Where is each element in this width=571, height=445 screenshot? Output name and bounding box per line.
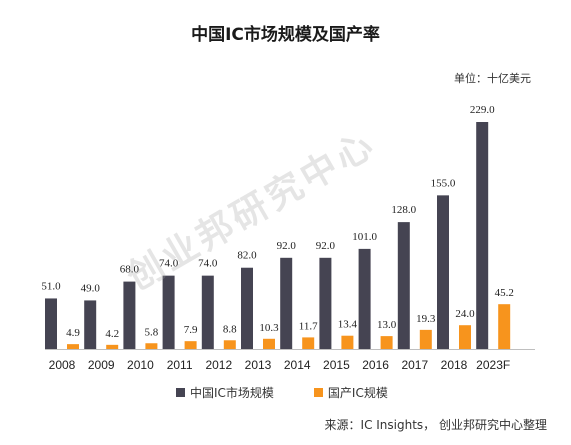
bar-market-2010	[123, 281, 136, 349]
bar-market-2008	[45, 298, 57, 349]
data-label-market-2012: 74.0	[198, 258, 218, 270]
x-tick-label-2016: 2016	[362, 358, 389, 372]
bar-domestic-2012	[223, 340, 236, 349]
data-label-domestic-2011: 7.9	[184, 324, 198, 336]
data-label-market-2009: 49.0	[81, 282, 101, 294]
data-label-market-2015: 92.0	[316, 240, 336, 252]
data-label-domestic-2009: 4.2	[105, 328, 119, 340]
data-label-domestic-2015: 13.4	[338, 319, 358, 331]
bar-market-2018	[437, 195, 449, 349]
legend-item-market: 中国IC市场规模	[176, 384, 274, 401]
bar-market-2023F	[476, 122, 489, 349]
legend-swatch-domestic	[313, 388, 323, 397]
bar-domestic-2014	[302, 337, 315, 349]
data-label-domestic-2013: 10.3	[259, 322, 279, 334]
x-tick-label-2008: 2008	[49, 358, 76, 372]
x-tick-label-2011: 2011	[167, 358, 193, 372]
bar-domestic-2017	[419, 329, 432, 349]
bar-market-2009	[84, 300, 97, 349]
bar-domestic-2009	[106, 344, 119, 349]
data-label-market-2014: 92.0	[277, 240, 297, 252]
bar-domestic-2008	[67, 344, 79, 349]
legend-item-domestic: 国产IC规模	[313, 384, 388, 401]
bar-domestic-2018	[459, 325, 471, 349]
data-label-domestic-2023F: 45.2	[495, 287, 514, 299]
data-label-domestic-2012: 8.8	[223, 323, 237, 335]
data-label-domestic-2016: 13.0	[377, 319, 397, 331]
data-label-domestic-2008: 4.9	[66, 327, 80, 339]
x-tick-label-2010: 2010	[127, 358, 154, 372]
data-label-domestic-2017: 19.3	[416, 313, 436, 325]
x-tick-label-2017: 2017	[401, 358, 428, 372]
bar-domestic-2015	[341, 335, 354, 349]
bar-domestic-2016	[380, 336, 393, 349]
data-label-market-2018: 155.0	[431, 177, 456, 189]
bar-domestic-2013	[263, 338, 275, 349]
data-label-market-2016: 101.0	[352, 231, 377, 243]
data-label-domestic-2018: 24.0	[455, 308, 475, 320]
bar-market-2014	[280, 257, 293, 349]
x-tick-label-2015: 2015	[323, 358, 350, 372]
legend-label-market: 中国IC市场规模	[190, 386, 274, 400]
data-label-domestic-2010: 5.8	[145, 326, 159, 338]
data-label-market-2023F: 229.0	[470, 104, 495, 116]
bar-domestic-2023F	[498, 304, 511, 349]
bar-market-2012	[201, 275, 214, 349]
bar-market-2016	[358, 248, 371, 349]
bar-market-2013	[241, 267, 253, 349]
data-label-market-2010: 68.0	[120, 264, 140, 276]
x-tick-label-2009: 2009	[88, 358, 115, 372]
bar-market-2011	[162, 275, 175, 349]
x-tick-label-2018: 2018	[441, 358, 468, 372]
legend-label-domestic: 国产IC规模	[327, 386, 388, 400]
data-label-market-2011: 74.0	[159, 258, 179, 270]
legend: 中国IC市场规模 国产IC规模	[176, 384, 388, 401]
x-tick-label-2014: 2014	[284, 358, 311, 372]
data-label-market-2013: 82.0	[237, 250, 257, 262]
x-tick-label-2023F: 2023F	[476, 358, 510, 372]
data-label-domestic-2014: 11.7	[299, 320, 318, 332]
x-tick-label-2013: 2013	[245, 358, 272, 372]
bar-market-2017	[397, 222, 410, 349]
bar-domestic-2010	[145, 343, 158, 349]
bar-domestic-2011	[184, 341, 197, 349]
bar-market-2015	[319, 257, 332, 349]
x-tick-label-2012: 2012	[205, 358, 232, 372]
chart-title: 中国IC市场规模及国产率	[191, 25, 380, 45]
legend-swatch-market	[176, 388, 185, 397]
source-note: 来源：IC Insights， 创业邦研究中心整理	[324, 418, 547, 432]
data-label-market-2017: 128.0	[391, 204, 416, 216]
unit-note: 单位：十亿美元	[454, 72, 531, 85]
data-label-market-2008: 51.0	[41, 280, 61, 292]
